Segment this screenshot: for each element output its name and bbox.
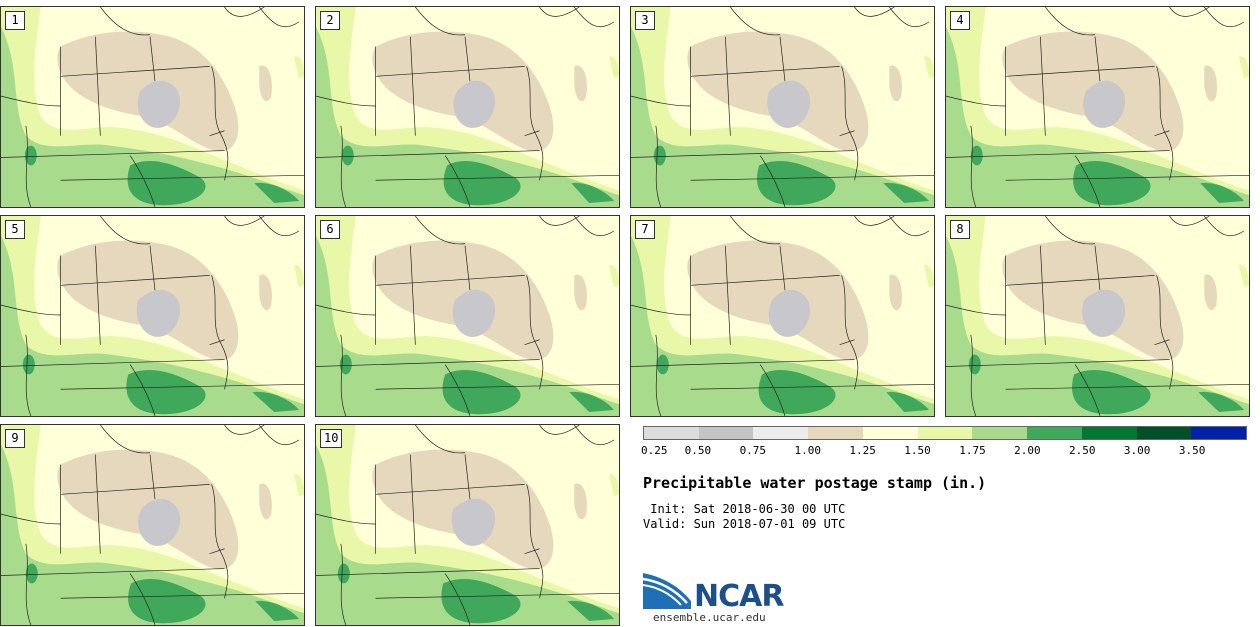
colorbar-segment [1027, 427, 1082, 439]
stamp-panel-4[interactable]: 4 [945, 6, 1250, 208]
colorbar-segment [1136, 427, 1192, 439]
precip-map [316, 7, 619, 207]
panel-number: 9 [5, 429, 25, 448]
colorbar-tick-label: 1.50 [904, 444, 931, 457]
colorbar-segment [917, 427, 973, 439]
figure-title: Precipitable water postage stamp (in.) [643, 474, 987, 492]
panel-number: 6 [320, 220, 340, 239]
ncar-logo-text: NCAR [694, 579, 784, 614]
precip-map [1, 425, 304, 625]
stamp-panel-1[interactable]: 1 [0, 6, 305, 208]
colorbar-segment [1191, 427, 1247, 439]
site-url: ensemble.ucar.edu [653, 611, 766, 624]
colorbar-tick-label: 0.25 [641, 444, 668, 457]
panel-number: 2 [320, 11, 340, 30]
stamp-panel-8[interactable]: 8 [945, 215, 1250, 417]
panel-number: 3 [635, 11, 655, 30]
precip-map [1, 7, 304, 207]
colorbar-segment [698, 427, 754, 439]
colorbar-tick-label: 1.25 [849, 444, 876, 457]
precip-map [946, 7, 1249, 207]
precip-map [316, 425, 619, 625]
colorbar-segment [1081, 427, 1137, 439]
stamp-panel-6[interactable]: 6 [315, 215, 620, 417]
precipitable-water-colorbar [643, 426, 1247, 440]
colorbar-tick-labels: 0.25 0.50 0.75 1.00 1.25 1.50 1.75 2.00 2.50 3.00… [641, 444, 1247, 458]
stamp-panel-3[interactable]: 3 [630, 6, 935, 208]
panel-number: 5 [5, 220, 25, 239]
stamp-panel-10[interactable]: 10 [315, 424, 620, 626]
colorbar-tick-label: 3.50 [1178, 444, 1206, 457]
colorbar-segment [753, 427, 809, 439]
colorbar-segment [644, 427, 699, 439]
panel-number: 8 [950, 220, 970, 239]
colorbar-tick-label: 2.50 [1069, 444, 1096, 457]
stamp-panel-5[interactable]: 5 [0, 215, 305, 417]
colorbar-segment [972, 427, 1028, 439]
colorbar-tick-label: 2.00 [1014, 444, 1041, 457]
colorbar-tick-label: 0.75 [739, 444, 767, 457]
init-time: Init: Sat 2018-06-30 00 UTC [643, 502, 846, 516]
colorbar-tick-label: 1.75 [959, 444, 986, 457]
colorbar-segment [862, 427, 918, 439]
colorbar-segment [808, 427, 863, 439]
panel-number: 7 [635, 220, 655, 239]
colorbar-tick-label: 3.00 [1123, 444, 1151, 457]
panel-number: 4 [950, 11, 970, 30]
precip-map [631, 216, 934, 416]
stamp-panel-7[interactable]: 7 [630, 215, 935, 417]
precip-map [946, 216, 1249, 416]
colorbar-tick-label: 0.50 [684, 444, 712, 457]
precip-map [1, 216, 304, 416]
stamp-panel-9[interactable]: 9 [0, 424, 305, 626]
valid-time: Valid: Sun 2018-07-01 09 UTC [643, 517, 846, 531]
panel-number: 10 [320, 429, 343, 448]
stamp-panel-2[interactable]: 2 [315, 6, 620, 208]
panel-number: 1 [5, 11, 25, 30]
ncar-logo-icon [643, 573, 691, 609]
colorbar-tick-label: 1.00 [794, 444, 821, 457]
precip-map [316, 216, 619, 416]
precip-map [631, 7, 934, 207]
